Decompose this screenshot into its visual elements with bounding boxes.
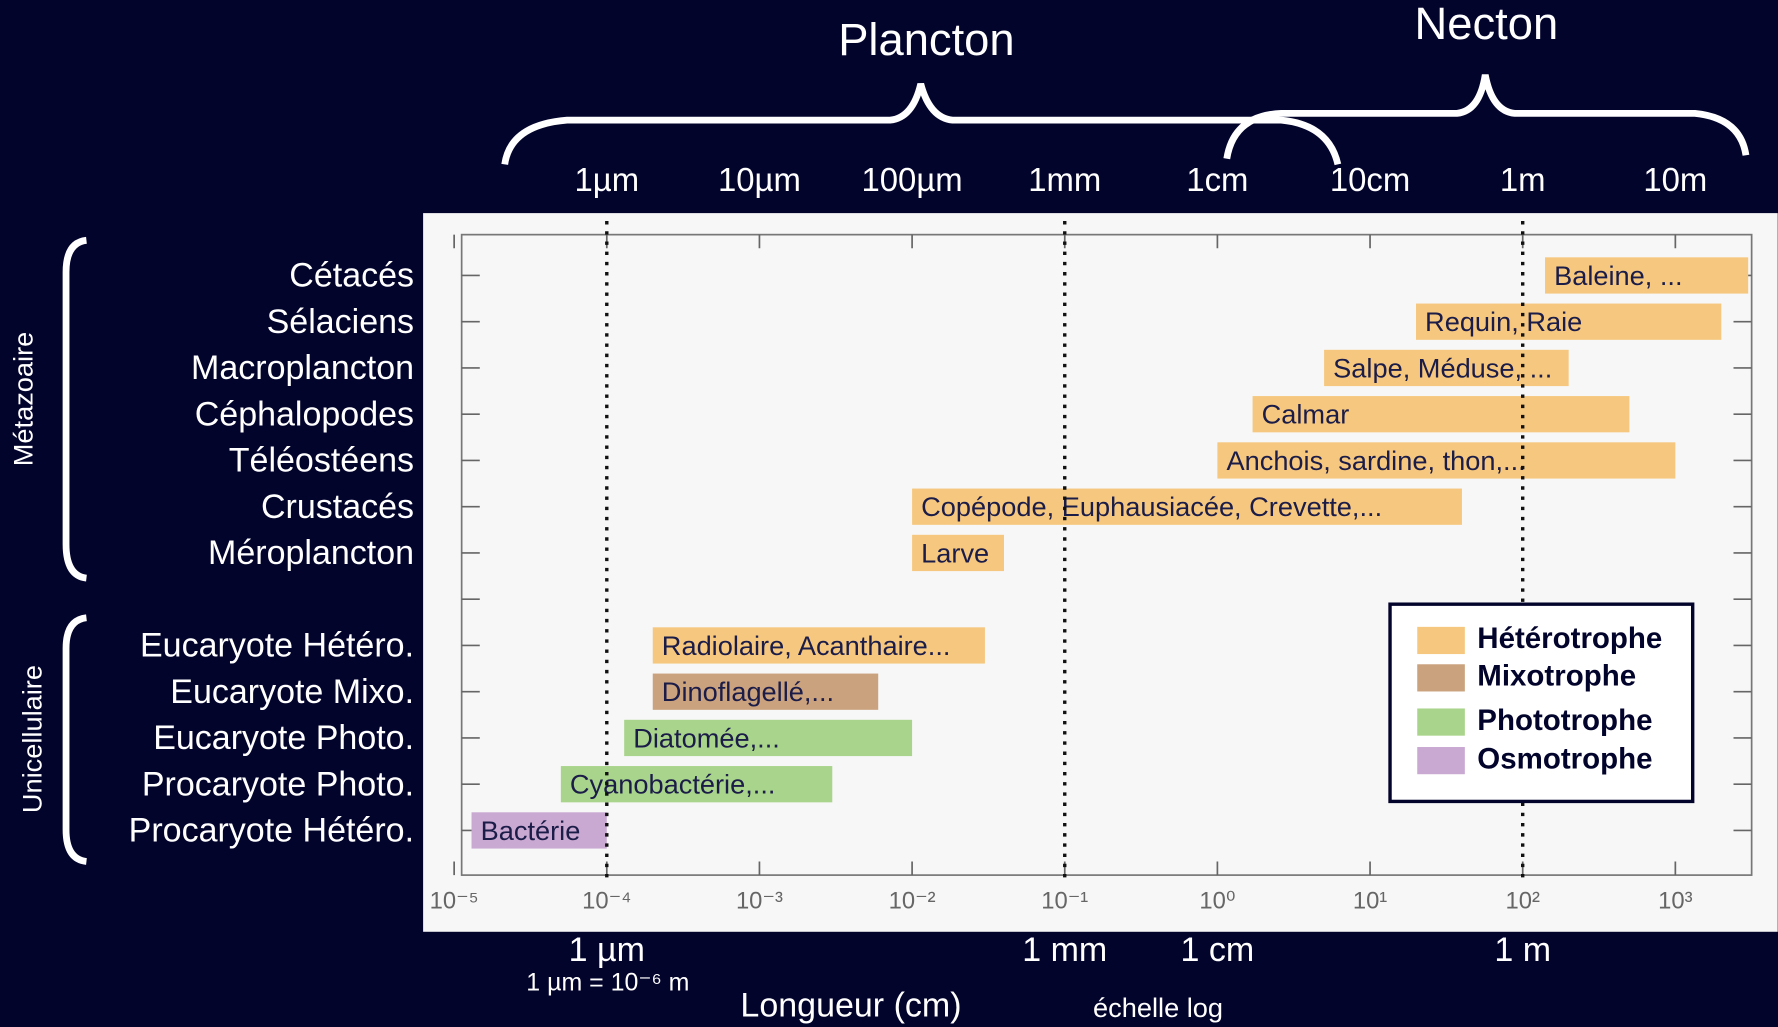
x-tick-label: 10⁻³ bbox=[736, 888, 783, 915]
range-bar bbox=[471, 812, 607, 849]
top-size-label: 1cm bbox=[1186, 161, 1248, 198]
category-label: Téléostéens bbox=[229, 442, 414, 480]
range-bar bbox=[1545, 257, 1749, 294]
bottom-size-label: 1 cm bbox=[1181, 931, 1255, 969]
plancton-bracket bbox=[501, 82, 1342, 166]
category-label: Céphalopodes bbox=[195, 395, 414, 433]
category-label: Eucaryote Hétéro. bbox=[140, 627, 414, 665]
range-bar bbox=[652, 627, 985, 664]
bar-label: Calmar bbox=[1262, 399, 1350, 430]
x-tick-label: 10⁰ bbox=[1199, 888, 1235, 915]
bar-label: Baleine, ... bbox=[1554, 260, 1682, 291]
top-size-label: 10µm bbox=[718, 161, 801, 198]
plot-frame bbox=[460, 233, 1753, 876]
top-size-label: 1mm bbox=[1028, 161, 1101, 198]
top-size-label: 100µm bbox=[862, 161, 963, 198]
bar-label: Anchois, sardine, thon,... bbox=[1226, 445, 1525, 476]
top-size-label: 10m bbox=[1643, 161, 1707, 198]
bottom-size-label: 1 m bbox=[1494, 931, 1551, 969]
category-label: Procaryote Photo. bbox=[142, 765, 414, 803]
x-tick-label: 10⁻⁵ bbox=[430, 888, 479, 915]
x-tick-label: 10⁻¹ bbox=[1041, 888, 1088, 915]
x-axis-label: Longueur (cm) bbox=[740, 987, 961, 1025]
category-label: Macroplancton bbox=[191, 349, 414, 387]
necton-bracket bbox=[1223, 74, 1750, 160]
plancton-label: Plancton bbox=[838, 14, 1014, 65]
bar-label: Diatomée,... bbox=[633, 722, 780, 753]
metazoaire-brace bbox=[62, 236, 88, 582]
legend-swatch bbox=[1417, 708, 1465, 736]
bar-label: Radiolaire, Acanthaire... bbox=[662, 630, 951, 661]
bar-label: Salpe, Méduse, ... bbox=[1333, 352, 1552, 383]
range-bar bbox=[624, 719, 913, 757]
range-bar bbox=[652, 673, 879, 710]
x-tick-label: 10⁻⁴ bbox=[582, 888, 631, 915]
category-label: Crustacés bbox=[261, 488, 414, 526]
bottom-size-label: 1 µm bbox=[569, 931, 645, 969]
x-axis-note: échelle log bbox=[1093, 992, 1223, 1023]
top-size-label: 1µm bbox=[574, 161, 639, 198]
range-bar bbox=[1252, 396, 1630, 433]
category-label: Méroplancton bbox=[208, 534, 414, 572]
bar-label: Copépode, Euphausiacée, Crevette,... bbox=[921, 491, 1382, 522]
category-label: Eucaryote Mixo. bbox=[170, 673, 414, 711]
group-label: Métazoaire bbox=[7, 332, 38, 467]
x-tick-label: 10¹ bbox=[1353, 888, 1387, 915]
range-bar bbox=[912, 488, 1462, 525]
bottom-size-label: 1 mm bbox=[1022, 931, 1107, 969]
category-label: Procaryote Hétéro. bbox=[129, 812, 414, 850]
legend-swatch bbox=[1417, 747, 1465, 775]
x-tick-label: 10⁻² bbox=[889, 888, 936, 915]
legend-label: Hétérotrophe bbox=[1477, 622, 1662, 655]
unicellulaire-brace bbox=[62, 614, 88, 865]
bar-label: Bactérie bbox=[481, 815, 581, 846]
top-size-label: 1m bbox=[1500, 161, 1546, 198]
range-bar bbox=[1217, 442, 1676, 479]
legend-label: Mixotrophe bbox=[1477, 660, 1636, 693]
bar-label: Requin, Raie bbox=[1425, 306, 1582, 337]
legend-swatch bbox=[1417, 626, 1465, 655]
top-size-label: 10cm bbox=[1330, 161, 1410, 198]
category-label: Sélaciens bbox=[267, 303, 414, 341]
range-bar bbox=[912, 534, 1004, 572]
necton-label: Necton bbox=[1415, 0, 1559, 49]
range-bar bbox=[1324, 349, 1569, 387]
category-label: Eucaryote Photo. bbox=[153, 719, 414, 757]
x-tick-label: 10³ bbox=[1658, 888, 1692, 915]
category-label: Cétacés bbox=[289, 257, 414, 295]
note: 1 µm = 10⁻⁶ m bbox=[526, 969, 689, 997]
legend-label: Osmotrophe bbox=[1477, 742, 1652, 775]
x-tick-label: 10² bbox=[1506, 888, 1540, 915]
group-label: Unicellulaire bbox=[16, 665, 47, 813]
legend-swatch bbox=[1417, 664, 1465, 692]
legend-label: Phototrophe bbox=[1477, 704, 1652, 737]
range-bar bbox=[1416, 303, 1722, 340]
bar-label: Dinoflagellé,... bbox=[662, 676, 834, 707]
bar-label: Larve bbox=[921, 537, 989, 568]
bar-label: Cyanobactérie,... bbox=[570, 769, 776, 800]
